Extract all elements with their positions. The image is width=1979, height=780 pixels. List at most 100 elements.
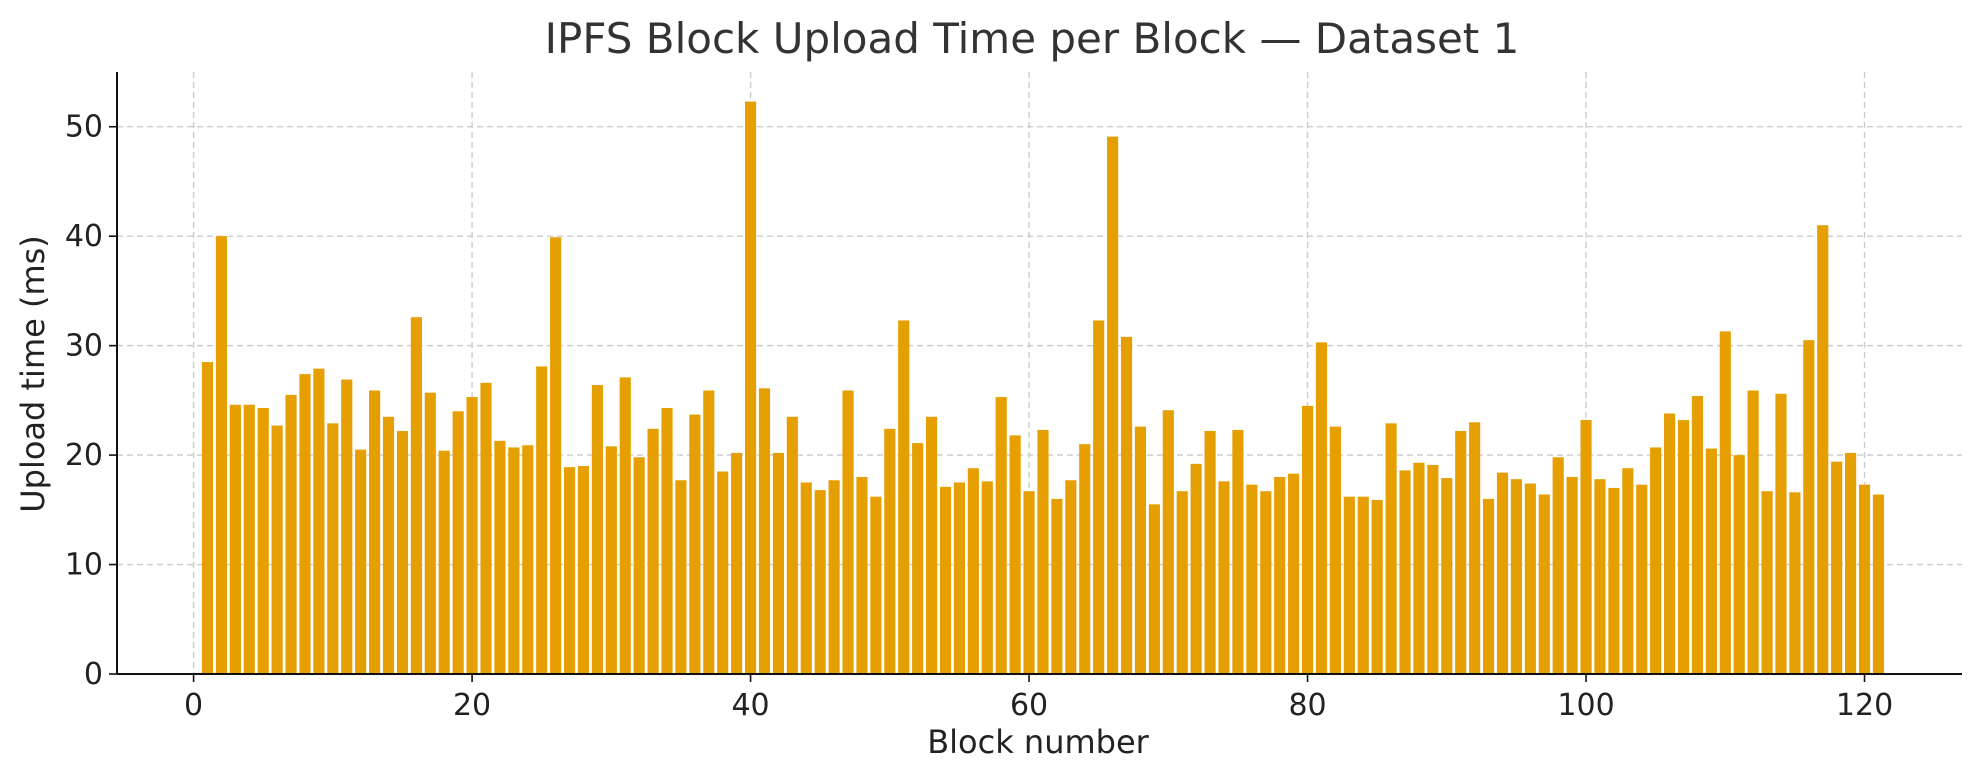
bar: [369, 390, 381, 674]
bar: [591, 385, 603, 674]
bar: [619, 377, 631, 674]
bar: [717, 471, 729, 674]
bar: [1691, 395, 1704, 674]
y-tick-label: 20: [65, 438, 103, 473]
bar: [661, 408, 673, 674]
bar: [1107, 136, 1119, 674]
bar: [1510, 479, 1522, 674]
bar: [1079, 444, 1091, 674]
bar: [201, 362, 214, 674]
bar: [814, 490, 826, 674]
y-tick-label: 30: [65, 329, 103, 364]
bar: [1427, 464, 1439, 674]
bar: [912, 443, 924, 674]
bar: [744, 101, 757, 674]
bar: [1232, 429, 1244, 674]
ticks: 0 20 40 60 80 100 120 0 10 20 30 40 50: [65, 110, 1893, 723]
bar: [800, 482, 812, 674]
bar: [884, 428, 896, 674]
bar: [341, 379, 353, 674]
bar: [1190, 463, 1202, 674]
bar: [967, 468, 979, 674]
bar: [1482, 498, 1495, 674]
bar: [1747, 390, 1759, 674]
bar: [1051, 498, 1063, 674]
bar: [1566, 476, 1578, 674]
bar: [1176, 491, 1188, 674]
x-tick-label: 100: [1557, 688, 1614, 723]
bar: [410, 317, 422, 674]
bar: [1845, 452, 1857, 674]
bar: [981, 481, 993, 674]
bar: [1301, 405, 1314, 674]
bar: [1455, 431, 1467, 674]
y-tick-label: 40: [65, 219, 103, 254]
bar: [1831, 461, 1843, 674]
x-tick-label: 0: [184, 688, 203, 723]
bar: [1496, 472, 1509, 674]
bar: [633, 457, 645, 674]
axes: [116, 72, 1962, 675]
bar: [842, 390, 854, 674]
y-tick-label: 0: [84, 657, 103, 692]
bar: [1858, 484, 1871, 674]
bar: [1385, 423, 1397, 674]
bar: [424, 392, 436, 674]
bar: [327, 423, 339, 674]
bar: [452, 411, 464, 674]
bar: [1622, 468, 1634, 674]
bar: [550, 237, 562, 674]
bar: [926, 416, 938, 674]
bar: [1065, 480, 1077, 674]
bar: [271, 425, 283, 674]
bar: [1023, 491, 1035, 674]
bar: [772, 452, 784, 674]
y-axis-label: Upload time (ms): [14, 235, 52, 513]
y-tick-label: 50: [65, 110, 103, 145]
bar: [508, 447, 520, 674]
bar: [563, 467, 576, 674]
bar: [731, 452, 743, 674]
bars: [201, 101, 1885, 674]
bar: [1134, 426, 1147, 674]
bar: [1775, 393, 1787, 674]
bar: [1204, 431, 1216, 674]
bar: [1218, 481, 1230, 674]
bar: [355, 449, 367, 674]
bar: [1872, 494, 1885, 674]
bar: [257, 408, 269, 674]
bar: [1789, 492, 1801, 674]
bar: [828, 480, 840, 674]
bar: [1246, 484, 1258, 674]
bar: [786, 416, 798, 674]
bar: [1664, 413, 1676, 674]
bar: [1329, 426, 1341, 674]
bar: [1037, 429, 1049, 674]
bar: [494, 440, 506, 674]
bar: [1413, 462, 1425, 674]
bar: [1803, 340, 1815, 674]
bar: [522, 445, 534, 674]
bar: [1148, 504, 1160, 674]
x-tick-label: 120: [1836, 688, 1893, 723]
bar: [1705, 448, 1717, 674]
chart-title: IPFS Block Upload Time per Block — Datas…: [545, 14, 1520, 63]
bar: [703, 390, 715, 674]
bar: [1093, 320, 1105, 674]
bar: [1260, 491, 1272, 674]
x-tick-label: 80: [1288, 688, 1326, 723]
bar: [1636, 484, 1648, 674]
bar: [1719, 331, 1731, 674]
bar: [382, 416, 395, 674]
bar: [1761, 491, 1773, 674]
bar: [1650, 447, 1662, 674]
bar: [1288, 473, 1300, 674]
x-tick-label: 40: [731, 688, 769, 723]
bar: [1274, 476, 1286, 674]
bar: [438, 450, 450, 674]
bar: [898, 320, 910, 674]
bar: [1441, 478, 1453, 674]
x-tick-label: 20: [453, 688, 491, 723]
bar: [299, 374, 311, 674]
